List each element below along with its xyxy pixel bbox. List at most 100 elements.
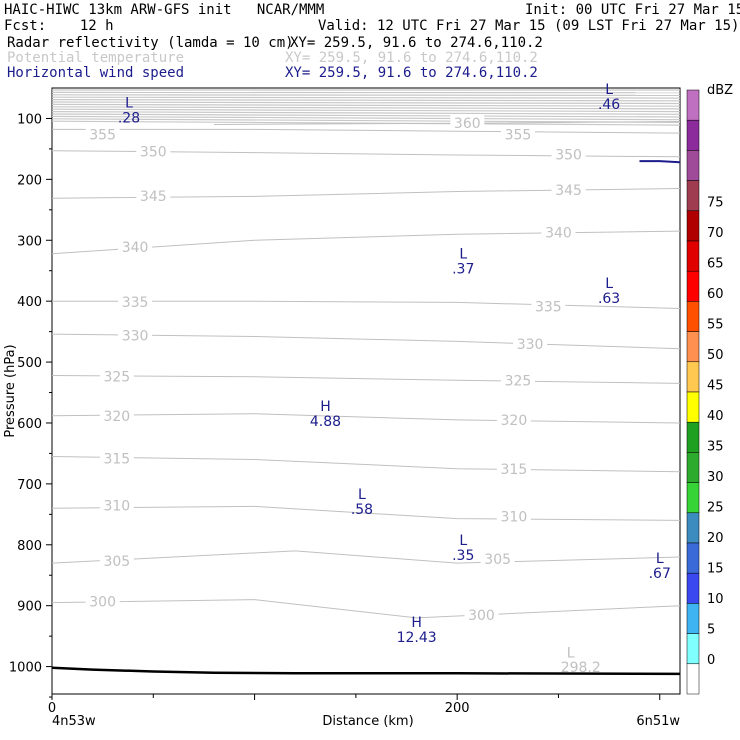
- theta-contour-330: [51, 333, 681, 350]
- theta-label-330: 330: [122, 328, 149, 344]
- theta-label-bg: [551, 146, 586, 162]
- theta-label-bg: [551, 181, 586, 197]
- theta-label-bg: [99, 497, 134, 513]
- colorbar-tick-label: 0: [707, 653, 715, 668]
- theta-contour-labels: 355 355 350 350 345 345 340 340 335 335 330 330 325 3…: [85, 114, 601, 676]
- wind-extremum-value: .58: [351, 502, 373, 518]
- colorbar-tick-label: 30: [707, 470, 724, 485]
- theta-label-bg: [136, 188, 171, 204]
- wind-extremum-type: L: [656, 551, 664, 567]
- theta-label-325: 325: [505, 374, 532, 390]
- header-valid-time: Valid: 12 UTC Fri 27 Mar 15 (09 LST Fri …: [318, 18, 740, 34]
- theta-label-bg: [531, 298, 566, 314]
- theta-label-bg: [99, 450, 134, 466]
- upper-contour-line: [51, 98, 681, 102]
- colorbar-segment: [686, 150, 700, 181]
- colorbar-segment: [686, 301, 700, 332]
- field2-name: Potential temperature: [7, 50, 185, 66]
- theta-label-bg: [118, 327, 153, 343]
- colorbar-tick-label: 20: [707, 531, 724, 546]
- colorbar-tick-label: 35: [707, 440, 724, 455]
- theta-label-305: 305: [103, 554, 130, 570]
- field1-xy: XY= 259.5, 91.6 to 274.6,110.2: [290, 35, 543, 51]
- theta-contour-315: [51, 456, 681, 473]
- theta-contour-300: [51, 599, 681, 619]
- y-axis: 100 200 300 400 500 600 700 800 900 1000: [9, 112, 52, 698]
- terrain-line: [51, 666, 681, 676]
- theta-label-bg: [541, 224, 576, 240]
- theta-label-310: 310: [103, 498, 130, 514]
- theta-label-298.2: 298.2: [561, 660, 601, 676]
- colorbar-segment: [686, 603, 700, 634]
- colorbar-segment: [686, 542, 700, 574]
- theta-extremum-marker: L: [567, 645, 575, 661]
- theta-label-355: 355: [89, 128, 116, 144]
- x-axis: 0 200: [48, 694, 661, 716]
- theta-contour-325: [51, 375, 681, 384]
- theta-label-bg: [450, 114, 485, 130]
- theta-label-350: 350: [140, 145, 167, 161]
- theta-label-305: 305: [484, 552, 511, 568]
- theta-label-340: 340: [545, 226, 572, 242]
- upper-contour-line: [51, 96, 681, 99]
- colorbar-tick-label: 70: [707, 226, 724, 241]
- theta-contour-320: [51, 413, 681, 424]
- theta-label-315: 315: [501, 462, 528, 478]
- theta-label-300: 300: [89, 595, 116, 611]
- y-tick-label: 1000: [9, 661, 42, 676]
- theta-label-bg: [118, 239, 153, 255]
- colorbar-segment: [686, 512, 700, 544]
- y-tick-label: 700: [17, 478, 42, 493]
- field1-name: Radar reflectivity (lamda = 10 cm): [7, 35, 294, 51]
- colorbar-segment: [686, 572, 700, 604]
- wind-extremum-type: L: [605, 82, 613, 98]
- y-tick-label: 600: [17, 417, 42, 432]
- colorbar-segment: [686, 180, 700, 212]
- theta-label-345: 345: [555, 183, 582, 199]
- colorbar-tick-label: 10: [707, 592, 724, 607]
- colorbar-tick-label: 15: [707, 562, 724, 577]
- colorbar-segment: [686, 663, 700, 695]
- upper-contour-line: [51, 94, 681, 97]
- theta-label-bg: [563, 658, 598, 674]
- y-tick-label: 900: [17, 600, 42, 615]
- theta-label-325: 325: [103, 369, 130, 385]
- theta-contour-355: [52, 128, 681, 134]
- wind-extremum-value: .46: [598, 97, 620, 113]
- upper-contour-line: [51, 101, 681, 105]
- colorbar-segment: [686, 240, 700, 272]
- colorbar-tick-label: 75: [707, 196, 724, 211]
- y-tick-label: 800: [17, 539, 42, 554]
- theta-label-bg: [464, 607, 499, 623]
- theta-label-350: 350: [555, 148, 582, 164]
- upper-contour-line: [51, 118, 681, 123]
- y-tick-label: 100: [17, 112, 42, 127]
- wind-contour-segment: [639, 160, 681, 164]
- x-tick-label: 200: [445, 701, 470, 716]
- colorbar-segment: [686, 633, 700, 665]
- colorbar-segment: [686, 210, 700, 242]
- theta-label-bg: [99, 407, 134, 423]
- theta-label-bg: [500, 372, 535, 388]
- colorbar-tick-label: 50: [707, 348, 724, 363]
- wind-extremum-value: 4.88: [310, 414, 341, 430]
- wind-extremum-value: .37: [452, 262, 474, 278]
- reflectivity-colorbar: dBZ 0 5 10 15 20 25 30 35 40 45 50 55 60 65 70 75: [686, 83, 733, 695]
- field3-xy: XY= 259.5, 91.6 to 274.6,110.2: [285, 65, 538, 81]
- colorbar-segment: [686, 270, 700, 302]
- colorbar-tick-label: 25: [707, 501, 724, 516]
- x-axis-label: Distance (km): [322, 714, 413, 729]
- wind-extremum-type: H: [320, 399, 331, 415]
- colorbar-segment: [686, 89, 700, 121]
- upper-contour-line: [51, 113, 681, 118]
- theta-contour-310: [51, 505, 681, 521]
- y-tick-label: 500: [17, 356, 42, 371]
- colorbar-tick-label: 40: [707, 409, 724, 424]
- colorbar-tick-label: 45: [707, 379, 724, 394]
- theta-label-bg: [118, 293, 153, 309]
- theta-label-bg: [496, 508, 531, 524]
- theta-label-330: 330: [517, 337, 544, 353]
- theta-label-335: 335: [122, 295, 149, 311]
- colorbar-tick-label: 60: [707, 287, 724, 302]
